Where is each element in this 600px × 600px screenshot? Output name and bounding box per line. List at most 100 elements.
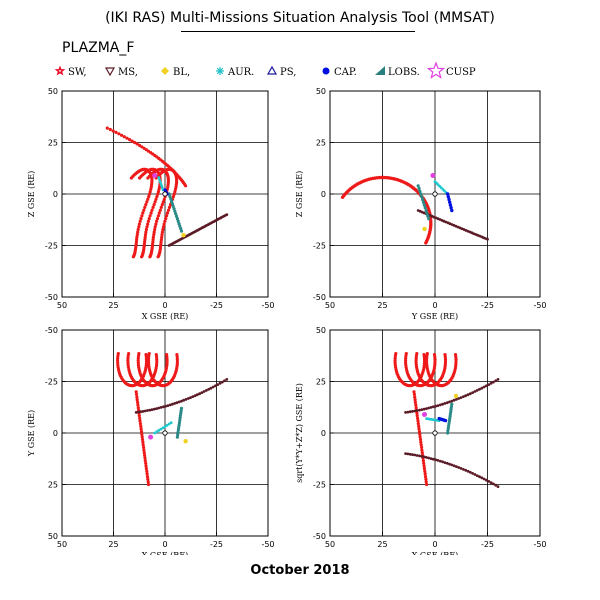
data-point (136, 354, 141, 358)
data-point (449, 206, 453, 210)
data-point (151, 235, 155, 239)
data-point (143, 237, 147, 242)
data-point (466, 393, 470, 397)
data-point (122, 135, 126, 139)
legend-item-bl: BL, (161, 67, 190, 78)
data-point (171, 204, 175, 208)
data-point (448, 400, 451, 404)
legend-item-lobs: LOBS. (375, 66, 420, 78)
y-tick-label: -25 (45, 378, 58, 387)
orbit-data (116, 352, 229, 487)
data-point (175, 362, 179, 366)
data-point (468, 392, 472, 396)
cusp-point (422, 412, 427, 417)
data-point (413, 409, 417, 413)
data-point (149, 211, 153, 215)
data-point (449, 407, 453, 411)
data-point (153, 200, 157, 204)
data-point (160, 230, 164, 234)
data-point (418, 435, 422, 439)
data-point (148, 214, 152, 218)
data-point (165, 214, 169, 218)
data-point (406, 452, 410, 456)
data-point (136, 361, 140, 365)
data-point (137, 410, 140, 414)
data-point (200, 391, 204, 394)
data-point (142, 448, 146, 452)
cusp-point (430, 173, 436, 178)
data-point (111, 129, 115, 133)
data-point (142, 208, 146, 212)
data-point (142, 445, 146, 449)
data-point (155, 430, 159, 434)
data-point (413, 395, 417, 399)
data-point (450, 402, 454, 406)
data-point (414, 406, 418, 410)
data-point (116, 361, 120, 365)
data-point (168, 194, 172, 199)
cusp-point (148, 434, 154, 440)
data-point (223, 379, 226, 383)
data-point (420, 451, 424, 455)
data-point (464, 394, 468, 398)
data-point (146, 219, 150, 223)
data-point (138, 416, 142, 420)
data-point (421, 459, 425, 463)
data-point (125, 136, 129, 140)
data-point (419, 192, 423, 196)
data-point (404, 452, 407, 455)
data-point (135, 398, 139, 402)
data-point (155, 195, 159, 199)
y-axis-label: Y GSE (RE) (27, 410, 36, 457)
data-point (184, 398, 188, 401)
y-tick-label: -50 (313, 532, 326, 541)
data-point (454, 359, 458, 363)
data-point (169, 421, 173, 425)
data-point (445, 461, 449, 465)
data-point (492, 482, 495, 486)
data-point (144, 230, 148, 234)
lobes-segment (167, 192, 184, 233)
x-tick-label: 0 (432, 301, 437, 310)
data-point (140, 437, 145, 442)
y-tick-label: -50 (45, 293, 58, 302)
data-point (450, 208, 454, 213)
data-point (146, 480, 150, 484)
legend: SW, MS, BL, AUR. PS, CAP. LOBS. CUSP (54, 62, 476, 79)
data-point (448, 200, 452, 204)
x-tick-label: -50 (533, 540, 546, 549)
legend-marker-triangle-down-icon (104, 67, 116, 77)
legend-label: SW, (68, 67, 87, 78)
data-point (416, 209, 420, 212)
data-point (144, 353, 148, 357)
y-axis-label: Z GSE (RE) (295, 171, 304, 217)
data-point (447, 197, 451, 202)
legend-marker-wedge-icon (375, 66, 385, 75)
solar-wind-orbit (129, 167, 154, 259)
data-point (166, 208, 171, 212)
data-point (434, 458, 437, 462)
data-point (154, 353, 158, 357)
data-point (156, 214, 160, 218)
data-point (144, 203, 148, 207)
data-point (415, 409, 419, 412)
data-point (416, 419, 420, 423)
data-point (183, 439, 188, 444)
data-point (455, 398, 458, 401)
earth-marker (432, 191, 438, 197)
x-tick-label: 50 (57, 540, 67, 549)
data-point (489, 381, 493, 385)
data-point (152, 233, 156, 237)
data-point (471, 391, 474, 394)
legend-marker-dot-icon (322, 67, 330, 75)
data-point (482, 477, 486, 481)
boundary-layer-point (183, 439, 188, 444)
data-point (457, 397, 461, 400)
data-point (182, 398, 186, 402)
data-point (214, 384, 217, 388)
x-tick-label: 25 (377, 540, 387, 549)
data-point (414, 356, 418, 360)
data-point (126, 358, 130, 362)
data-point (148, 190, 152, 194)
data-point (419, 443, 423, 447)
